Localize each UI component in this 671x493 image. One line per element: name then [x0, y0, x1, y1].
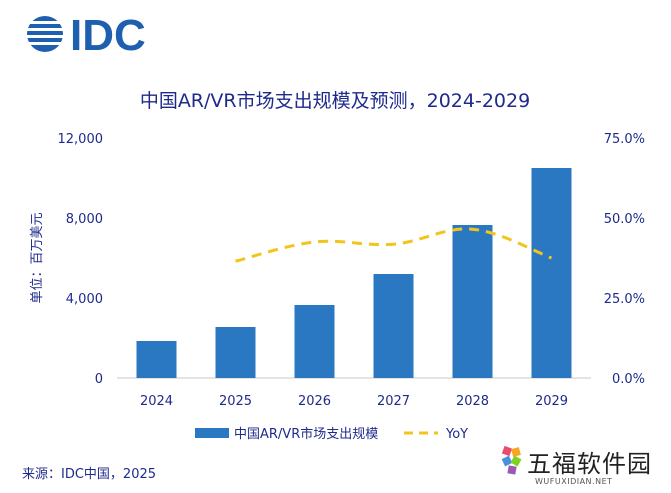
logo-text: IDC: [70, 11, 146, 60]
y-tick-right: 75.0%: [604, 132, 645, 147]
legend: 中国AR/VR市场支出规模 YoY: [195, 426, 468, 442]
y-tick-right: 0.0%: [612, 372, 645, 387]
x-tick: 2025: [219, 394, 252, 409]
y-axis-label: 单位：百万美元: [30, 212, 45, 303]
x-tick: 2024: [140, 394, 173, 409]
y-axis-left: 0 4,000 8,000 12,000: [58, 132, 104, 387]
yoy-series: [235, 227, 553, 263]
x-tick: 2029: [535, 394, 568, 409]
legend-label-yoy: YoY: [445, 427, 468, 442]
legend-swatch-bars: [195, 428, 229, 438]
x-tick: 2028: [456, 394, 489, 409]
watermark-brand-en: WUFUXIDIAN.NET: [535, 477, 613, 486]
bar: [136, 341, 177, 378]
y-tick-left: 12,000: [58, 132, 104, 147]
bar: [531, 168, 572, 378]
x-tick: 2027: [377, 394, 410, 409]
bar: [452, 225, 493, 378]
legend-label-bars: 中国AR/VR市场支出规模: [234, 426, 378, 442]
bar: [294, 305, 335, 378]
y-tick-left: 4,000: [66, 292, 103, 307]
watermark-brand-cn: 五福软件园: [527, 450, 652, 478]
idc-logo: IDC: [26, 11, 146, 60]
source-note: 来源：IDC中国，2025: [22, 467, 156, 482]
bar-series: [136, 168, 572, 378]
y-tick-right: 50.0%: [604, 212, 645, 227]
x-axis: 2024 2025 2026 2027 2028 2029: [140, 394, 568, 409]
y-tick-left: 8,000: [66, 212, 103, 227]
y-tick-right: 25.0%: [604, 292, 645, 307]
globe-icon: [26, 16, 64, 52]
flower-logo-icon: [501, 445, 522, 475]
yoy-line: [235, 227, 553, 263]
watermark: 五福软件园 WUFUXIDIAN.NET: [501, 445, 652, 486]
y-axis-right: 0.0% 25.0% 50.0% 75.0%: [604, 132, 645, 387]
bar: [215, 327, 256, 378]
bar: [373, 274, 414, 378]
x-tick: 2026: [298, 394, 331, 409]
y-tick-left: 0: [95, 372, 103, 387]
chart-title: 中国AR/VR市场支出规模及预测，2024-2029: [140, 90, 530, 112]
